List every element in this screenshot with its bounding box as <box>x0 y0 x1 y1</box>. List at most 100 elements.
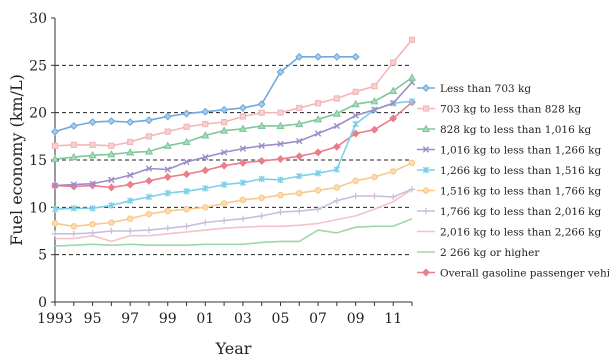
data-point <box>183 188 190 195</box>
data-point <box>239 196 247 204</box>
data-point <box>257 121 266 130</box>
data-point <box>295 52 304 61</box>
y-tick-label-30: 30 <box>29 11 47 27</box>
x-axis-ticks: 1993 95 97 99 01 03 05 07 09 11 <box>37 302 413 327</box>
legend-swatch-marker <box>422 84 430 92</box>
series-layer <box>50 36 417 247</box>
data-point <box>164 166 171 173</box>
data-point <box>51 206 59 213</box>
data-point <box>239 215 247 222</box>
legend-swatch-marker <box>422 105 430 112</box>
data-point <box>295 152 304 161</box>
data-point <box>69 121 78 130</box>
data-point <box>164 224 171 232</box>
data-point <box>352 112 359 119</box>
y-tick-label-10: 10 <box>29 200 47 216</box>
data-point <box>276 121 285 130</box>
data-point <box>163 112 172 121</box>
legend-swatch-marker <box>421 124 431 133</box>
data-point <box>202 153 209 161</box>
data-point <box>220 149 228 156</box>
data-point <box>145 226 153 234</box>
data-point <box>70 181 78 188</box>
data-point <box>351 129 360 138</box>
legend-label: 1,516 kg to less than 1,766 kg <box>440 185 601 197</box>
x-tick-label-1997: 97 <box>121 311 139 327</box>
data-point <box>163 173 172 182</box>
data-point <box>145 210 153 218</box>
data-point <box>258 109 265 116</box>
data-point <box>295 119 304 128</box>
legend-label: Less than 703 kg <box>440 83 531 95</box>
data-point <box>89 141 96 148</box>
legend-item-8: 2,016 kg to less than 2,266 kg <box>417 226 601 238</box>
series-1 <box>51 52 360 136</box>
data-point <box>220 161 229 170</box>
legend-swatch-marker <box>422 166 430 174</box>
data-point <box>370 96 379 105</box>
y-tick-label-5: 5 <box>38 248 47 264</box>
series-2 <box>51 36 416 149</box>
data-point <box>332 142 341 151</box>
legend: Less than 703 kg 703 kg to less than 828 … <box>417 83 609 279</box>
data-point <box>164 128 171 135</box>
data-point <box>258 142 265 150</box>
data-point <box>164 189 171 197</box>
data-point <box>220 119 228 126</box>
data-point <box>313 114 323 123</box>
y-axis-ticks: 0 5 10 15 20 25 30 <box>29 11 55 311</box>
legend-item-9: 2 266 kg or higher <box>417 247 540 259</box>
data-point <box>89 205 96 212</box>
data-point <box>352 177 359 185</box>
data-point <box>164 207 172 215</box>
data-point <box>220 181 228 188</box>
data-point <box>332 109 341 117</box>
data-point <box>238 124 248 132</box>
data-point <box>201 131 210 139</box>
data-point <box>126 171 134 179</box>
legend-swatch-marker <box>422 187 430 194</box>
data-point <box>277 109 284 116</box>
data-point <box>126 148 135 156</box>
data-point <box>70 205 78 212</box>
data-point <box>89 229 96 237</box>
data-point <box>219 126 229 134</box>
data-point <box>144 176 153 185</box>
data-point <box>277 176 284 184</box>
data-point <box>126 227 134 235</box>
data-point <box>314 130 322 137</box>
data-point <box>70 222 78 230</box>
data-point <box>182 109 191 118</box>
data-point <box>51 182 59 189</box>
data-point <box>390 193 397 201</box>
legend-swatch-marker <box>422 207 430 215</box>
series-line <box>54 100 413 210</box>
legend-item-2: 703 kg to less than 828 kg <box>417 103 581 115</box>
data-point <box>238 103 247 112</box>
data-point <box>89 221 96 228</box>
data-point <box>371 106 378 114</box>
data-point <box>257 156 266 165</box>
data-point <box>145 165 153 172</box>
data-point <box>201 166 210 175</box>
data-point <box>126 180 135 189</box>
data-point <box>389 86 398 95</box>
series-line <box>54 81 413 187</box>
data-point <box>314 100 322 107</box>
x-tick-label-1993: 1993 <box>37 311 73 327</box>
data-point <box>370 125 379 134</box>
data-point <box>239 113 247 120</box>
legend-label: 2 266 kg or higher <box>440 247 540 259</box>
data-point <box>51 142 59 149</box>
x-tick-label-2005: 05 <box>272 311 290 327</box>
x-tick-label-1999: 99 <box>159 311 177 327</box>
data-point <box>182 170 191 179</box>
data-point <box>390 59 397 66</box>
data-point <box>70 141 77 148</box>
y-tick-label-20: 20 <box>29 106 47 122</box>
data-point <box>333 184 341 191</box>
data-point <box>144 147 154 155</box>
x-tick-label-2011: 11 <box>384 311 402 327</box>
data-point <box>163 141 172 149</box>
data-point <box>258 175 265 183</box>
